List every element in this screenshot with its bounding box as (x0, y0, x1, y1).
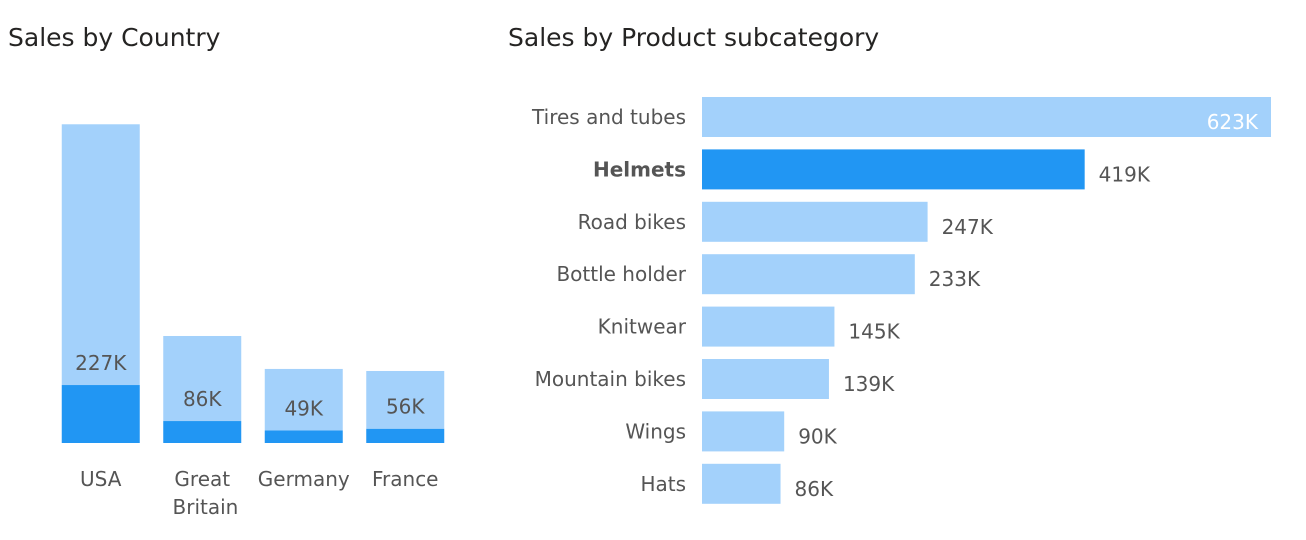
x-tick-label: Great Britain (166, 467, 238, 519)
data-label: 247K (942, 215, 994, 239)
column-segment (163, 421, 242, 443)
y-tick-label: Bottle holder (556, 262, 686, 286)
data-label: 56K (386, 395, 425, 419)
column-segment (264, 430, 343, 443)
y-tick-label: Mountain bikes (535, 367, 686, 391)
bar (702, 463, 781, 504)
x-tick-label: USA (80, 467, 122, 491)
x-tick-label: Germany (258, 467, 350, 491)
bar (702, 97, 1271, 137)
data-label: 86K (183, 387, 222, 411)
bar (702, 411, 785, 452)
column-segment (61, 124, 140, 386)
bar (702, 306, 835, 347)
y-tick-label: Road bikes (578, 210, 686, 234)
data-label: 419K (1099, 162, 1151, 186)
column-segment (163, 335, 242, 422)
column-segment (366, 370, 445, 429)
column-segment (366, 428, 445, 443)
bar (702, 201, 928, 242)
bar (702, 359, 829, 399)
y-tick-label: Wings (625, 419, 686, 443)
data-label: 139K (843, 372, 895, 396)
y-tick-label: Knitwear (598, 315, 687, 339)
chart-title: Sales by Country (8, 23, 221, 52)
column-segment (264, 368, 343, 431)
bar (702, 254, 915, 295)
bar (702, 149, 1085, 190)
data-label: 227K (75, 351, 127, 375)
data-label: 49K (284, 396, 323, 420)
data-label: 90K (798, 424, 837, 448)
x-tick-label: France (372, 467, 439, 491)
data-label: 623K (1207, 110, 1259, 134)
y-tick-label: Helmets (593, 157, 686, 181)
data-label: 233K (929, 267, 981, 291)
data-label: 145K (848, 320, 900, 344)
y-tick-label: Hats (640, 472, 686, 496)
data-label: 86K (795, 477, 834, 501)
column-segment (61, 385, 140, 443)
y-tick-label: Tires and tubes (531, 105, 686, 129)
chart-title: Sales by Product subcategory (508, 23, 879, 52)
